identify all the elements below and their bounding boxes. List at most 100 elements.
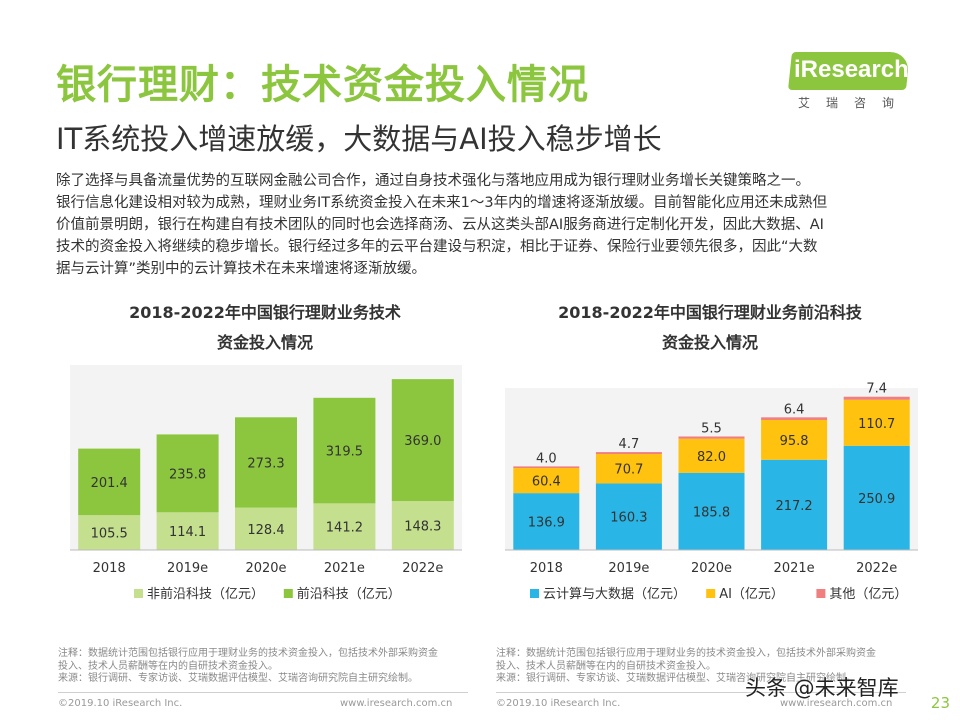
bar-segment (761, 459, 828, 550)
x-tick-label: 2019e (608, 561, 649, 576)
data-label: 201.4 (91, 476, 128, 491)
right-note: 注释：数据统计范围包括银行应用于理财业务的技术资金投入，包括技术外部采购资金 投… (496, 648, 916, 686)
bar-segment (843, 399, 910, 446)
legend-label: 非前沿科技（亿元） (147, 586, 264, 602)
data-label: 235.8 (169, 467, 206, 482)
data-label: 136.9 (528, 516, 565, 531)
page-title: 银行理财：技术资金投入情况 (56, 62, 589, 108)
right-chart-title: 2018-2022年中国银行理财业务前沿科技 资金投入情况 (500, 298, 920, 358)
left-chart-title: 2018-2022年中国银行理财业务技术 资金投入情况 (60, 298, 470, 358)
bar-segment (513, 468, 580, 494)
data-label: 95.8 (780, 434, 809, 449)
footer-url: www.iresearch.com.cn (340, 698, 453, 709)
data-label: 82.0 (697, 450, 726, 465)
bar-segment (78, 515, 141, 550)
bar-segment (235, 417, 297, 508)
x-tick-label: 2020e (691, 561, 732, 576)
legend-label: 云计算与大数据（亿元） (543, 587, 686, 602)
bar-segment (391, 501, 454, 550)
x-tick-label: 2018 (93, 561, 126, 576)
right-chart-title-line: 资金投入情况 (661, 333, 758, 352)
bar-segment (595, 483, 662, 550)
legend-swatch (706, 589, 716, 598)
left-chart-title-line: 资金投入情况 (216, 333, 313, 352)
bar-segment (313, 503, 376, 550)
intro-line: 价值前景明朗，银行在构建自有技术团队的同时也会选择商汤、云从这类头部AI服务商进… (56, 217, 824, 233)
intro-line: 银行信息化建设相对较为成熟，理财业务IT系统资金投入在未来1～3年内的增速将逐渐… (56, 195, 828, 211)
data-label: 369.0 (404, 434, 441, 449)
watermark: 头条 @未来智库 (745, 676, 899, 700)
right-chart-title-line: 2018-2022年中国银行理财业务前沿科技 (558, 303, 862, 322)
data-label: 6.4 (784, 402, 805, 417)
bar-segment (513, 493, 580, 550)
data-label: 250.9 (858, 492, 895, 507)
bar-segment (761, 419, 828, 460)
legend-label: 前沿科技（亿元） (297, 586, 401, 602)
legend-swatch (530, 589, 539, 598)
logo-text: iResearch (794, 56, 909, 83)
intro-line: 技术的资金投入将继续的稳步增长。银行经过多年的云平台建设与积淀，相比于证券、保险… (56, 239, 818, 255)
note-line: 来源：银行调研、专家访谈、艾瑞数据评估模型、艾瑞咨询研究院自主研究绘制。 (496, 673, 856, 684)
x-tick-label: 2022e (402, 561, 443, 576)
data-label: 114.1 (169, 525, 206, 540)
intro-line: 据与云计算”类别中的云计算技术在未来增速将逐渐放缓。 (56, 261, 427, 277)
bar-segment (513, 466, 580, 469)
bar-segment (678, 472, 745, 550)
footer-divider (58, 692, 468, 693)
footer-copyright: ©2019.10 iResearch Inc. (496, 698, 621, 709)
intro-paragraph: 除了选择与具备流量优势的互联网金融公司合作，通过自身技术强化与落地应用成为银行理… (56, 170, 916, 280)
bar-segment (678, 438, 745, 473)
bar-segment (843, 445, 910, 550)
bar-segment (678, 436, 745, 439)
data-label: 4.0 (536, 451, 557, 466)
x-tick-label: 2022e (856, 561, 897, 576)
legend-swatch (283, 589, 293, 598)
page-subtitle: IT系统投入增速放缓，大数据与AI投入稳步增长 (56, 122, 662, 156)
data-label: 60.4 (532, 475, 561, 490)
data-label: 185.8 (693, 505, 730, 520)
note-line: 投入、技术人员薪酬等在内的自研技术资金投入。 (58, 660, 278, 672)
bar-segment (761, 417, 828, 420)
bar-segment (156, 512, 219, 550)
legend-label: AI（亿元） (719, 587, 784, 602)
note-line: 来源：银行调研、专家访谈、艾瑞数据评估模型、艾瑞咨询研究院自主研究绘制。 (58, 673, 418, 684)
data-label: 160.3 (610, 511, 647, 526)
iresearch-logo: iResearch 艾瑞咨询 (788, 52, 920, 110)
bar-segment (843, 396, 910, 400)
left-chart-title-line: 2018-2022年中国银行理财业务技术 (129, 303, 401, 322)
data-label: 148.3 (404, 520, 441, 535)
page-number: 23 (930, 694, 950, 712)
left-note: 注释：数据统计范围包括银行应用于理财业务的技术资金投入，包括技术外部采购资金 投… (58, 648, 478, 686)
data-label: 110.7 (858, 417, 895, 432)
x-tick-label: 2021e (324, 561, 365, 576)
x-tick-label: 2020e (245, 561, 286, 576)
bar-segment (595, 452, 662, 455)
legend-swatch (816, 589, 826, 598)
bar-segment (78, 448, 141, 516)
note-line: 注释：数据统计范围包括银行应用于理财业务的技术资金投入，包括技术外部采购资金 (58, 648, 438, 659)
bar-segment (156, 434, 219, 513)
logo-cn-text: 艾瑞咨询 (798, 96, 911, 110)
data-label: 273.3 (247, 456, 284, 471)
data-label: 70.7 (614, 463, 643, 478)
note-line: 投入、技术人员薪酬等在内的自研技术资金投入。 (496, 660, 716, 672)
data-label: 217.2 (775, 499, 812, 514)
intro-line: 除了选择与具备流量优势的互联网金融公司合作，通过自身技术强化与落地应用成为银行理… (56, 173, 810, 189)
legend-label: 其他（亿元） (829, 587, 907, 602)
bar-segment (235, 507, 297, 550)
bar-segment (313, 397, 376, 504)
x-tick-label: 2018 (530, 561, 563, 576)
data-label: 5.5 (701, 421, 722, 436)
x-tick-label: 2019e (167, 561, 208, 576)
x-tick-label: 2021e (774, 561, 815, 576)
footer-url: www.iresearch.com.cn (780, 698, 893, 709)
data-label: 105.5 (91, 527, 128, 542)
data-label: 319.5 (326, 445, 363, 460)
footer-divider (496, 692, 906, 693)
data-label: 7.4 (866, 382, 887, 397)
bar-segment (595, 454, 662, 484)
footer-copyright: ©2019.10 iResearch Inc. (58, 698, 183, 709)
data-label: 141.2 (326, 521, 363, 536)
note-line: 注释：数据统计范围包括银行应用于理财业务的技术资金投入，包括技术外部采购资金 (496, 648, 876, 659)
